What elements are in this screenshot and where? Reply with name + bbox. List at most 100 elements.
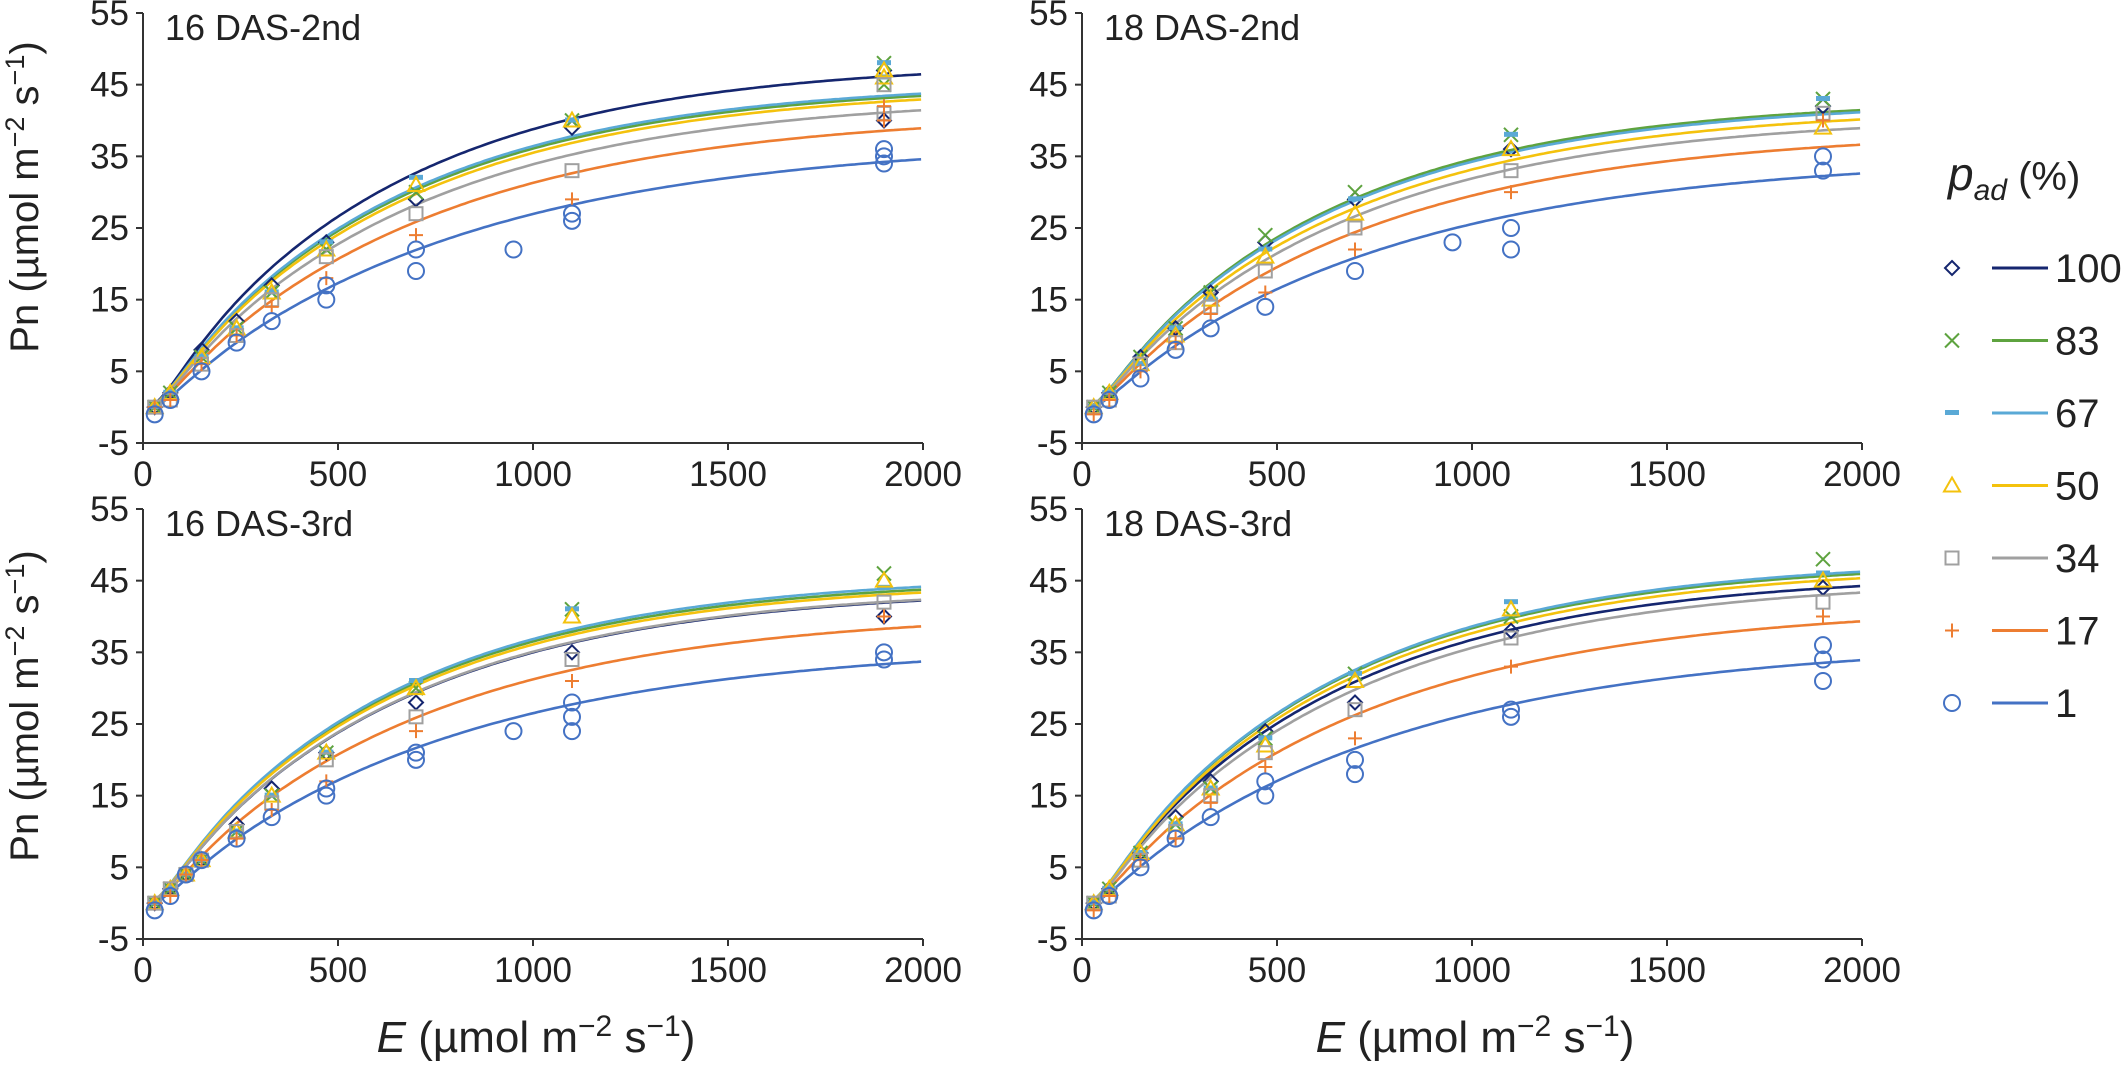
data-point-1 xyxy=(1131,369,1150,388)
fit-line-50 xyxy=(1087,576,1861,905)
data-point-67 xyxy=(1504,131,1518,137)
y-tick-label: 5 xyxy=(1049,352,1068,391)
data-point-17 xyxy=(1203,307,1218,321)
fit-line-17 xyxy=(148,625,922,905)
data-point-1 xyxy=(875,147,893,166)
data-point-67 xyxy=(1816,96,1830,101)
data-point-50 xyxy=(874,60,894,78)
y-axis-label-bottom: Pn (µmol m−2 s−1) xyxy=(0,550,47,861)
y-label-var: Pn xyxy=(3,813,47,862)
x-axis-label-right: E (µmol m−2 s−1) xyxy=(1316,1010,1635,1062)
data-point-1 xyxy=(407,750,425,769)
x-tick-label: 1500 xyxy=(1628,951,1706,990)
x-tick-label: 500 xyxy=(309,455,367,494)
data-point-1 xyxy=(176,865,195,884)
legend-entry-17: 17 xyxy=(1945,610,2100,654)
y-label-var: Pn xyxy=(3,304,47,353)
data-point-50 xyxy=(874,570,894,588)
data-point-17 xyxy=(565,192,579,207)
panel-16-das-2nd: -5 5 15 25 35 45 55 0 500 1000 1500 2000 16 DAS-2nd xyxy=(90,0,962,494)
data-point-67 xyxy=(1203,296,1218,302)
y-label-end: ) xyxy=(3,550,47,563)
y-tick-label: 5 xyxy=(110,352,129,391)
y-tick-label: 45 xyxy=(1029,66,1068,105)
data-point-1 xyxy=(563,204,581,223)
data-point-1 xyxy=(1256,297,1275,316)
data-point-1 xyxy=(161,391,180,409)
data-point-17 xyxy=(264,299,279,314)
x-tick-label: 1500 xyxy=(1628,455,1706,494)
x-tick-label: 1000 xyxy=(1433,455,1511,494)
data-point-67 xyxy=(1133,850,1148,855)
data-point-1 xyxy=(1131,858,1150,877)
data-point-34 xyxy=(1257,745,1273,761)
x-label-exp2: −1 xyxy=(646,1010,680,1043)
x-label-mid: s xyxy=(1551,1013,1585,1062)
data-point-34 xyxy=(1347,702,1363,718)
data-point-17 xyxy=(1086,407,1101,422)
data-point-83 xyxy=(408,184,424,200)
data-point-34 xyxy=(564,163,580,179)
legend-marker-50 xyxy=(1942,475,1962,493)
x-label-var: E xyxy=(377,1013,407,1062)
data-point-1 xyxy=(1166,829,1185,848)
x-tick-label: 1000 xyxy=(1433,951,1511,990)
data-point-1 xyxy=(407,743,425,762)
data-point-1 xyxy=(1814,636,1832,655)
fit-line-100 xyxy=(1087,110,1861,409)
y-label-unit: (µmol m xyxy=(3,147,47,292)
data-point-17 xyxy=(163,393,178,407)
legend-title: pad (%) xyxy=(1946,148,2080,207)
x-label-end: ) xyxy=(681,1013,696,1062)
y-axis-label-top: Pn (µmol m−2 s−1) xyxy=(0,41,47,352)
legend-marker-1 xyxy=(1943,694,1961,712)
data-point-1 xyxy=(1502,219,1520,237)
data-point-17 xyxy=(1504,185,1518,200)
x-tick-label: 1000 xyxy=(494,951,572,990)
legend-entry-67: 67 xyxy=(1945,392,2100,436)
y-tick-label: 35 xyxy=(90,633,129,672)
data-point-17 xyxy=(163,889,178,903)
fit-line-67 xyxy=(148,585,922,905)
y-tick-label: 35 xyxy=(90,137,129,176)
y-tick-label: -5 xyxy=(98,424,129,463)
data-point-1 xyxy=(145,901,164,920)
y-tick-label: 25 xyxy=(1029,705,1068,744)
data-point-1 xyxy=(875,643,893,662)
fit-line-34 xyxy=(148,109,922,409)
y-tick-label: 5 xyxy=(110,848,129,887)
data-point-67 xyxy=(264,792,279,798)
data-point-17 xyxy=(1102,889,1117,903)
data-point-34 xyxy=(1257,263,1273,279)
y-tick-label: 15 xyxy=(90,777,129,816)
fit-line-17 xyxy=(1087,620,1861,905)
fit-line-100 xyxy=(148,599,922,905)
data-point-50 xyxy=(316,742,337,760)
data-point-1 xyxy=(1084,405,1103,424)
panel-18-das-3rd: -5 5 15 25 35 45 55 0 500 1000 1500 2000 18 DAS-3rd xyxy=(1029,490,1901,990)
y-tick-label: 15 xyxy=(90,281,129,320)
legend-marker-100 xyxy=(1943,259,1961,277)
data-point-1 xyxy=(1814,672,1832,690)
fit-line-50 xyxy=(148,591,922,905)
y-tick-label: 35 xyxy=(1029,633,1068,672)
x-tick-label: 500 xyxy=(1248,455,1306,494)
data-point-17 xyxy=(1348,242,1362,257)
data-point-1 xyxy=(227,829,246,848)
data-point-17 xyxy=(1816,113,1830,128)
data-point-1 xyxy=(1256,772,1275,791)
y-tick-label: 55 xyxy=(1029,490,1068,529)
data-point-17 xyxy=(178,867,193,882)
data-point-1 xyxy=(563,211,581,230)
y-tick-label: 15 xyxy=(1029,777,1068,816)
data-point-17 xyxy=(409,724,423,739)
x-label-var: E xyxy=(1316,1013,1346,1062)
y-label-mid: s xyxy=(3,594,47,625)
data-point-17 xyxy=(1168,831,1183,846)
data-point-1 xyxy=(1443,233,1462,252)
x-label-unit: (µmol m xyxy=(1345,1013,1517,1062)
data-point-50 xyxy=(261,282,282,300)
y-tick-label: 55 xyxy=(1029,0,1068,33)
legend-label-17: 17 xyxy=(2055,610,2100,654)
